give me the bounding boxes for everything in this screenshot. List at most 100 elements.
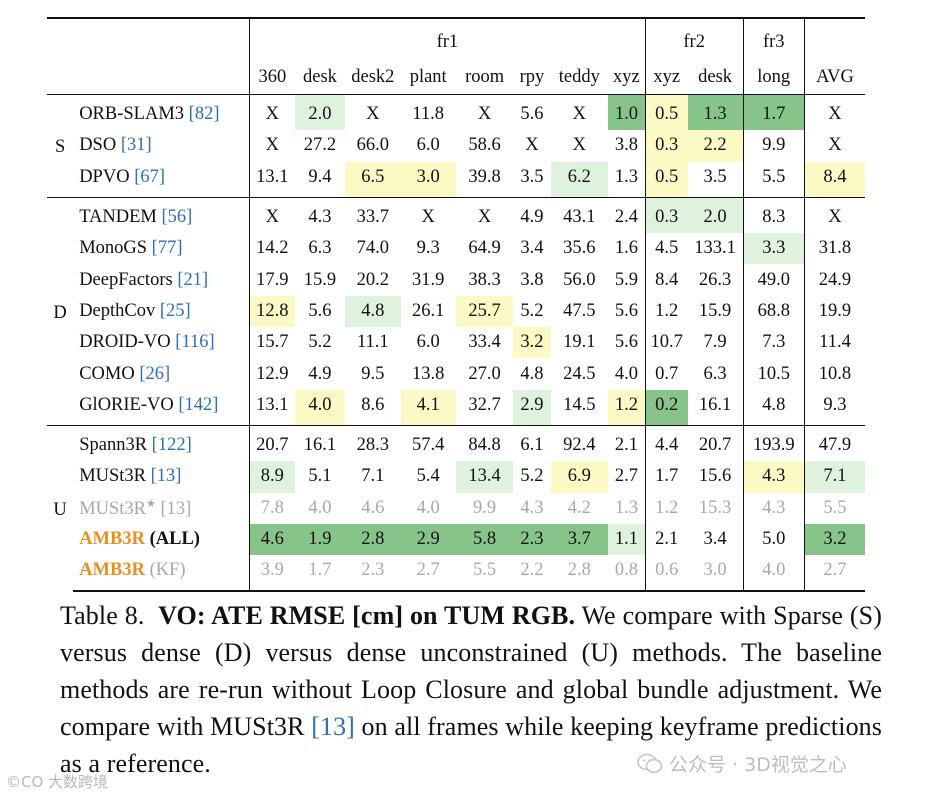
value-cell: 4.0	[742, 555, 805, 593]
citation-link[interactable]: [31]	[120, 135, 152, 156]
value-cell: 2.7	[803, 555, 865, 593]
value-cell: 1.1	[607, 523, 646, 556]
value-cell: 2.4	[607, 196, 646, 234]
value-cell: 4.4	[644, 424, 688, 462]
value-cell: 74.0	[356, 238, 389, 259]
citation-link[interactable]: [25]	[159, 300, 191, 321]
method-name: GlORIE-VO	[79, 394, 174, 415]
method-name-cell: DPVO [67]	[73, 161, 250, 198]
citation-link[interactable]: [56]	[161, 207, 193, 228]
method-name-cell: DSO [31]	[73, 130, 250, 162]
value-cell: 4.6	[249, 523, 295, 556]
value-cell: 31.9	[412, 269, 445, 290]
value-cell: 0.2	[644, 389, 688, 426]
value-cell: 2.2	[687, 130, 744, 162]
column-header: xyz	[607, 60, 646, 95]
column-header: long	[742, 60, 805, 95]
value-cell: 15.3	[698, 497, 732, 518]
wechat-icon	[637, 753, 663, 775]
value-cell: 92.4	[550, 424, 608, 462]
citation-link[interactable]: [13]	[160, 498, 192, 519]
citation-link[interactable]: [67]	[134, 166, 166, 187]
watermark-left: ©CO 大数跨境	[6, 773, 109, 791]
value-cell: 1.9	[294, 523, 346, 556]
value-cell: 2.0	[294, 94, 346, 131]
fr1-header: fr1	[249, 17, 646, 60]
value-cell: X	[572, 135, 586, 156]
value-cell: 26.1	[412, 300, 445, 321]
value-cell: 6.0	[416, 332, 440, 353]
value-cell: 1.3	[614, 166, 638, 187]
citation-link[interactable]: [116]	[175, 332, 215, 353]
value-cell: 68.8	[742, 295, 805, 328]
value-cell: 25.7	[455, 295, 514, 328]
value-cell: X	[803, 94, 865, 131]
value-cell: 4.3	[742, 492, 805, 524]
value-cell: 0.3	[644, 196, 688, 234]
method-name: DSO	[79, 135, 117, 156]
fr3-header: fr3	[742, 17, 805, 60]
column-header: plant	[400, 60, 456, 95]
value-cell: 24.9	[803, 264, 865, 296]
value-cell: 3.2	[803, 523, 865, 556]
caption-ref[interactable]: [13]	[311, 712, 355, 741]
value-cell: 4.9	[308, 363, 332, 384]
value-cell: 1.2	[644, 492, 688, 524]
citation-link[interactable]: [26]	[139, 363, 171, 384]
value-cell: 6.3	[703, 363, 727, 384]
method-name-cell: MUSt3R★ [13]	[73, 492, 250, 524]
citation-link[interactable]: [13]	[150, 466, 182, 487]
value-cell: 24.5	[563, 363, 596, 384]
value-cell: 84.8	[455, 424, 514, 462]
table-row: DeepFactors [21] 17.9 15.9 20.2 31.9 38.3 3.8 5…	[47, 264, 865, 296]
citation-link[interactable]: [122]	[151, 435, 192, 456]
value-cell: 2.1	[644, 523, 688, 556]
value-cell: 2.2	[513, 555, 551, 593]
value-cell: X	[803, 196, 865, 234]
method-name-cell: AMB3R (KF)	[73, 555, 250, 593]
method-name-cell: DROID-VO [116]	[73, 327, 250, 359]
value-cell: 4.9	[513, 196, 551, 234]
value-cell: 5.6	[614, 332, 638, 353]
citation-link[interactable]: [142]	[178, 394, 219, 415]
caption-label: Table 8.	[60, 601, 145, 630]
value-cell: 2.9	[400, 523, 456, 556]
value-cell: 4.8	[520, 363, 544, 384]
caption-text-1: We compare with Sparse (S) versus dense …	[60, 601, 883, 741]
value-cell: 10.5	[742, 358, 805, 390]
value-cell: 3.4	[520, 238, 544, 259]
value-cell: 2.0	[687, 196, 744, 234]
value-cell: X	[249, 196, 295, 234]
value-cell: 26.3	[698, 269, 732, 290]
value-cell: X	[400, 196, 456, 234]
value-cell: X	[525, 135, 539, 156]
citation-link[interactable]: [82]	[188, 104, 220, 125]
citation-link[interactable]: [21]	[177, 269, 209, 290]
method-suffix: (ALL)	[149, 529, 200, 549]
value-cell: 1.6	[614, 238, 638, 259]
value-cell: 32.7	[468, 394, 501, 415]
method-name: ORB-SLAM3	[79, 104, 185, 125]
caption-title: VO: ATE RMSE [cm] on TUM RGB.	[158, 601, 576, 630]
value-cell: 4.3	[742, 461, 805, 493]
value-cell: 5.6	[520, 104, 544, 125]
value-cell: 6.3	[308, 238, 332, 259]
value-cell: 15.7	[256, 332, 289, 353]
value-cell: 4.8	[742, 389, 805, 426]
value-cell: 5.8	[455, 523, 514, 556]
citation-link[interactable]: [77]	[151, 238, 183, 259]
value-cell: 49.0	[742, 264, 805, 296]
table-row: DepthCov [25] 12.8 5.6 4.8 26.1 25.7 5.2 47.5 5.…	[47, 295, 865, 328]
value-cell: 2.8	[550, 555, 608, 593]
value-cell: 0.5	[644, 94, 688, 131]
value-cell: 13.8	[412, 363, 445, 384]
value-cell: 66.0	[356, 135, 389, 156]
value-cell: 1.0	[607, 94, 646, 131]
value-cell: 4.0	[416, 497, 440, 518]
caption-text-2: on all frames while keeping keyframe pre…	[60, 712, 882, 778]
value-cell: 27.0	[468, 363, 501, 384]
value-cell: 5.5	[455, 555, 514, 593]
watermark-right-text: 公众号 · 3D视觉之心	[669, 754, 847, 776]
value-cell: 5.5	[742, 161, 805, 198]
value-cell: 58.6	[468, 135, 501, 156]
